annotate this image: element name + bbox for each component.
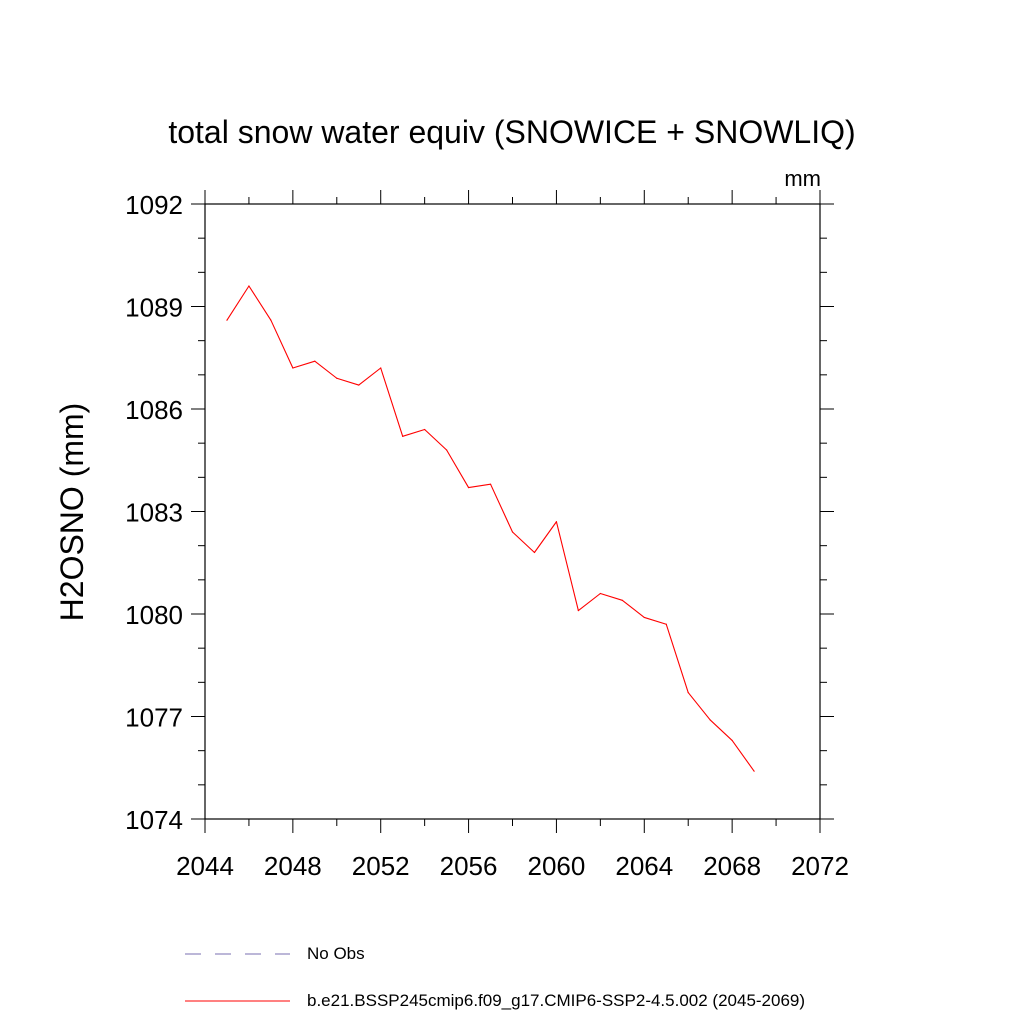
y-tick-label: 1092 (125, 190, 183, 220)
y-tick-label: 1086 (125, 395, 183, 425)
data-point (226, 319, 228, 321)
data-point (577, 609, 579, 612)
x-axis-ticks: 2044 2048 2052 2056 2060 2064 2068 2072 (176, 190, 849, 881)
units-label: mm (784, 166, 821, 191)
data-point (511, 531, 514, 533)
legend-item-no-obs: No Obs (185, 944, 365, 963)
x-tick-label: 2044 (176, 851, 234, 881)
data-point (270, 319, 272, 321)
data-point (314, 360, 316, 362)
x-tick-label: 2048 (264, 851, 322, 881)
data-point (687, 691, 689, 694)
y-axis-label: H2OSNO (mm) (54, 403, 90, 622)
x-tick-label: 2056 (440, 851, 498, 881)
x-tick-label: 2072 (791, 851, 849, 881)
y-axis-ticks: 1074 1077 1080 1083 1086 1089 1092 (125, 190, 834, 835)
y-tick-label: 1083 (125, 498, 183, 528)
data-point (599, 592, 601, 595)
data-point (643, 616, 645, 619)
data-point (336, 377, 338, 379)
series-line-0 (226, 285, 755, 772)
y-tick-label: 1089 (125, 293, 183, 323)
x-tick-label: 2052 (352, 851, 410, 881)
x-tick-label: 2064 (615, 851, 673, 881)
x-tick-label: 2068 (703, 851, 761, 881)
data-point (533, 551, 536, 554)
y-tick-label: 1074 (125, 805, 183, 835)
data-point (665, 623, 667, 625)
data-point (358, 384, 360, 386)
data-point (292, 367, 294, 369)
data-point (402, 435, 404, 437)
data-point (424, 428, 426, 431)
data-point (248, 285, 250, 287)
legend-label-no-obs: No Obs (307, 944, 365, 963)
series-layer (226, 285, 755, 772)
data-point (709, 719, 711, 721)
data-point (489, 483, 492, 485)
legend-label-model: b.e21.BSSP245cmip6.f09_g17.CMIP6-SSP2-4.… (307, 991, 805, 1010)
x-tick-label: 2060 (528, 851, 586, 881)
y-tick-label: 1077 (125, 703, 183, 733)
plot-frame (204, 203, 821, 820)
legend-item-model: b.e21.BSSP245cmip6.f09_g17.CMIP6-SSP2-4.… (185, 991, 805, 1010)
data-point (621, 599, 623, 601)
data-point (380, 367, 382, 369)
data-point (555, 521, 558, 523)
legend: No Obs b.e21.BSSP245cmip6.f09_g17.CMIP6-… (185, 944, 805, 1010)
y-tick-label: 1080 (125, 600, 183, 630)
data-point (467, 486, 470, 489)
data-point (731, 739, 733, 742)
chart-title: total snow water equiv (SNOWICE + SNOWLI… (168, 114, 855, 150)
data-point (446, 449, 448, 451)
data-point (753, 770, 755, 772)
